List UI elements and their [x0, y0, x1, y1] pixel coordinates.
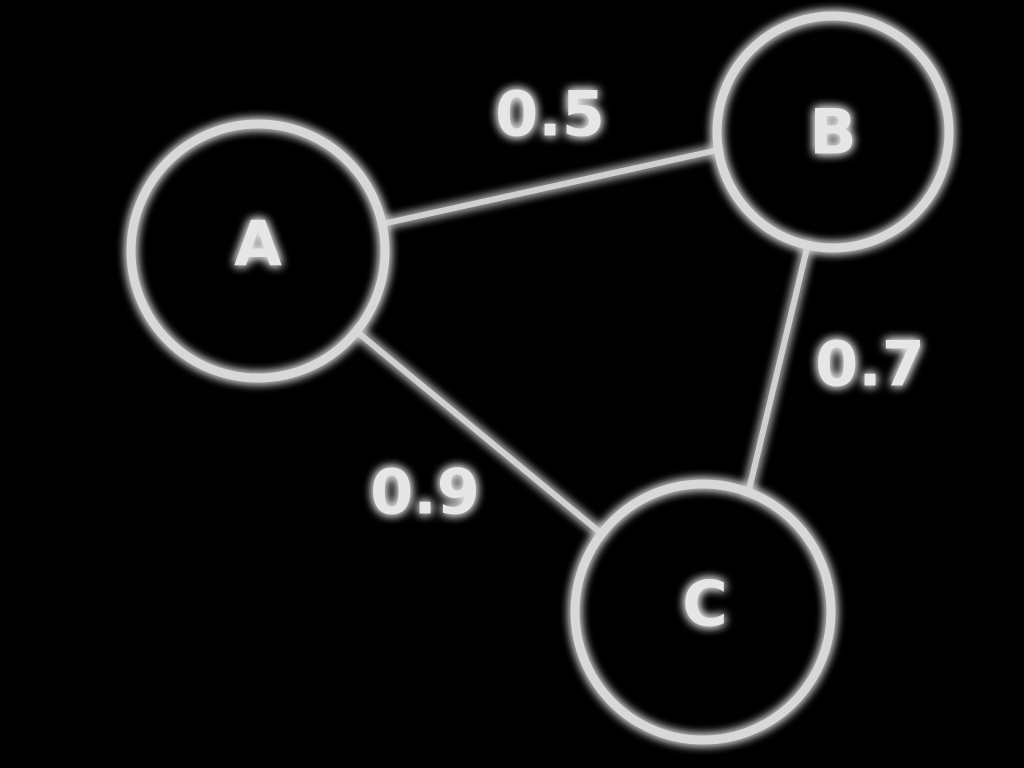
- edge-a-b: [381, 147, 719, 227]
- node-b-ring: [712, 11, 954, 253]
- edge-a-b-weight: 0.5: [495, 78, 605, 151]
- edge-a-c-weight: 0.9: [370, 456, 480, 529]
- edge-a-c: [354, 328, 604, 537]
- node-b-label: B: [809, 96, 856, 169]
- node-a: A: [126, 119, 390, 383]
- edge-b-c-weight: 0.7: [815, 328, 925, 401]
- node-c-ring: [570, 479, 836, 745]
- node-a-ring: [126, 119, 390, 383]
- node-c-label: C: [682, 568, 728, 641]
- node-b: B: [712, 11, 954, 253]
- node-c: C: [570, 479, 836, 745]
- node-a-label: A: [234, 208, 282, 281]
- edge-b-c: [745, 243, 811, 495]
